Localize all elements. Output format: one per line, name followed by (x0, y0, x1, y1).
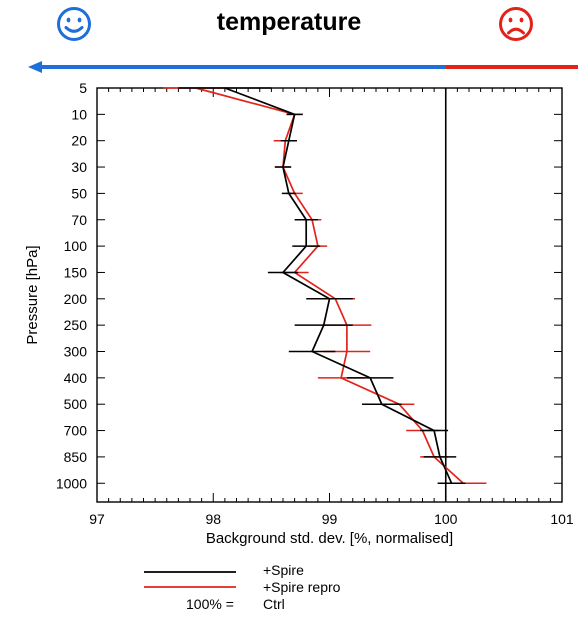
y-tick-label: 850 (64, 449, 88, 465)
y-tick-label: 150 (64, 264, 88, 280)
y-tick-label: 200 (64, 291, 88, 307)
y-tick-label: 100 (64, 238, 88, 254)
legend-label-spire: +Spire (263, 562, 304, 578)
x-axis-label: Background std. dev. [%, normalised] (206, 530, 453, 547)
legend-label-ctrl: Ctrl (263, 596, 285, 612)
y-tick-label: 70 (71, 212, 87, 228)
x-tick-label: 99 (322, 511, 338, 527)
y-tick-label: 50 (71, 185, 87, 201)
legend-reference-prefix: 100% = (186, 596, 234, 612)
chart-title: temperature (0, 8, 578, 37)
y-tick-label: 700 (64, 423, 88, 439)
x-tick-label: 97 (89, 511, 105, 527)
x-tick-label: 98 (205, 511, 221, 527)
y-tick-label: 1000 (56, 475, 87, 491)
y-axis-label: Pressure [hPa] (24, 245, 41, 344)
sad-face-icon (498, 6, 534, 42)
y-tick-label: 5 (79, 80, 87, 96)
chart-plot: 97 98 99 100 101 5 10 20 30 50 70 100 150 200 250 300 40… (0, 70, 578, 615)
y-tick-label: 250 (64, 317, 88, 333)
y-tick-label: 10 (71, 106, 87, 122)
x-tick-label: 100 (434, 511, 458, 527)
x-tick-label: 101 (550, 511, 574, 527)
y-tick-label: 30 (71, 159, 87, 175)
legend-label-spire-repro: +Spire repro (263, 579, 340, 595)
y-tick-label: 500 (64, 396, 88, 412)
y-tick-label: 300 (64, 344, 88, 360)
y-tick-label: 20 (71, 133, 87, 149)
y-tick-label: 400 (64, 370, 88, 386)
series-line-spire-repro (196, 88, 463, 483)
